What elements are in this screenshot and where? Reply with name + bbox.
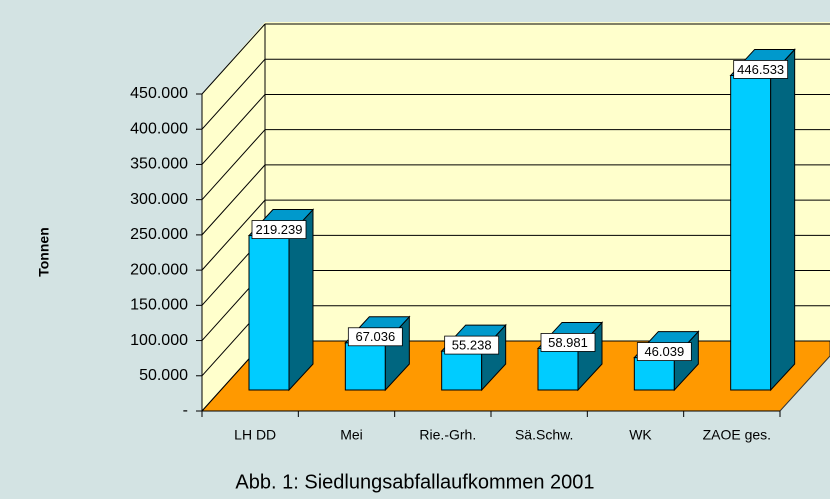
bar-front: [248, 235, 290, 391]
grid-line: [201, 129, 266, 201]
value-label: 67.036: [355, 329, 395, 344]
value-label-box: [444, 335, 500, 355]
x-tick-label: Mei: [340, 427, 363, 443]
bar-front: [730, 74, 772, 391]
y-tick-label: 450.000: [130, 85, 188, 102]
y-tick-label: 400.000: [130, 120, 188, 137]
value-label: 446.533: [737, 62, 784, 77]
walls: [202, 22, 830, 411]
value-label-box: [251, 220, 307, 239]
value-label-box: [636, 342, 692, 361]
x-tick-label: WK: [629, 427, 652, 443]
value-label-box: [733, 60, 789, 79]
y-tick-label: 100.000: [130, 332, 188, 349]
bar-front: [344, 342, 386, 391]
grid-line: [201, 94, 266, 165]
x-tick-label: ZAOE ges.: [703, 427, 771, 443]
bar-side: [770, 48, 796, 392]
bar-front: [441, 350, 483, 391]
value-label: 55.238: [452, 338, 492, 353]
y-tick-label: 350.000: [130, 156, 188, 173]
y-axis-label: Tonnen: [36, 227, 52, 277]
grid-line: [201, 58, 266, 130]
y-tick-label: -: [183, 402, 188, 419]
value-label: 46.039: [644, 344, 684, 359]
bar-front: [537, 347, 579, 391]
grid-line: [201, 164, 266, 236]
grid-line: [201, 23, 266, 95]
value-label-box: [347, 327, 403, 347]
chart-title: Abb. 1: Siedlungsabfallaufkommen 2001: [235, 471, 594, 493]
y-tick-label: 150.000: [130, 297, 188, 314]
x-tick-label: Rie.-Grh.: [419, 427, 476, 443]
x-tick-label: LH DD: [234, 427, 276, 443]
grid-line: [201, 199, 266, 271]
y-tick-label: 50.000: [139, 367, 188, 384]
y-tick-label: 250.000: [130, 226, 188, 243]
value-label-box: [540, 333, 596, 352]
y-tick-label: 300.000: [130, 191, 188, 208]
value-label: 58.981: [548, 335, 588, 350]
bar-front: [633, 357, 675, 391]
value-label: 219.239: [256, 222, 303, 237]
x-tick-label: Sä.Schw.: [515, 427, 573, 443]
y-tick-label: 200.000: [130, 261, 188, 278]
